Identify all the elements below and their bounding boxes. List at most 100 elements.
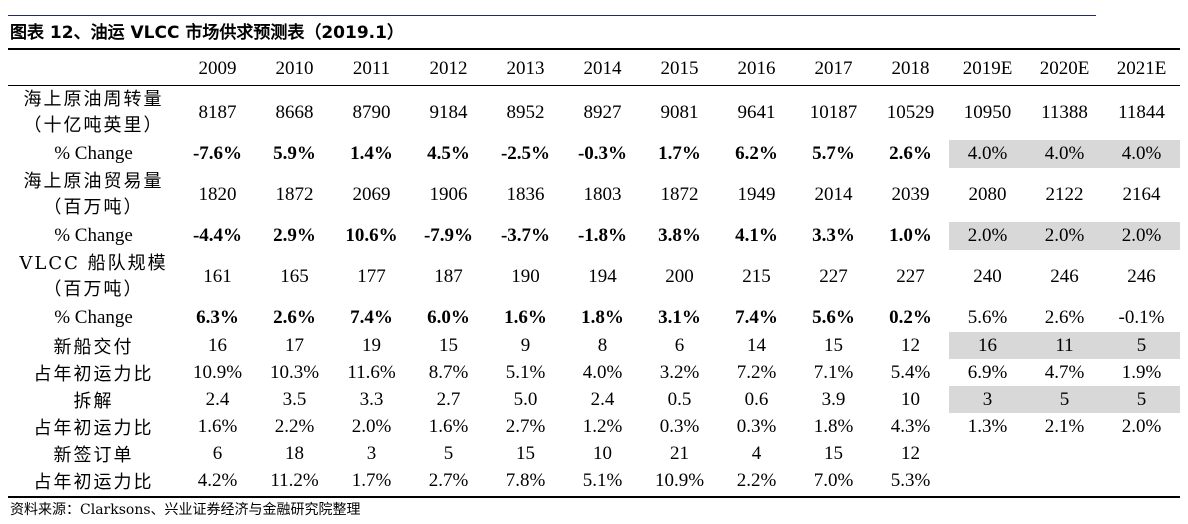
table-row: VLCC 船队规模 （百万吨） 161 165 177 187 190 194 2…	[8, 250, 1180, 304]
table-cell: 9081	[660, 102, 699, 123]
table-cell: 5.6%	[812, 307, 855, 328]
table-cell: 2.6%	[273, 307, 316, 328]
row-label: 占年初运力比	[33, 471, 154, 493]
year-header: 2016	[737, 58, 776, 79]
table-row: 新签订单 6 18 3 5 15 10 21 4 15 12	[8, 440, 1180, 467]
table-cell: 2.7	[436, 388, 461, 410]
table-cell: 215	[742, 266, 771, 287]
table-cell: 1.6%	[428, 415, 469, 437]
table-cell: 19	[362, 334, 381, 356]
table-cell	[1026, 440, 1103, 467]
table-cell: 11.6%	[347, 361, 396, 383]
table-cell: 2.2%	[274, 415, 315, 437]
table-row: 海上原油贸易量 （百万吨） 1820 1872 2069 1906 1836 18…	[8, 168, 1180, 222]
table-cell: 6	[212, 442, 223, 464]
table-cell: 7.1%	[813, 361, 854, 383]
table-cell: 3.3	[359, 388, 384, 410]
table-cell: 2.0%	[1121, 415, 1162, 437]
table-cell: 177	[357, 266, 386, 287]
table-cell: 8.7%	[428, 361, 469, 383]
year-header: 2012	[429, 58, 468, 79]
table-cell: 7.8%	[505, 469, 546, 491]
row-label-line1: 海上原油贸易量	[23, 171, 164, 192]
table-cell: 1.7%	[658, 143, 701, 164]
year-header: 2010	[275, 58, 314, 79]
table-cell: 2.4	[205, 388, 230, 410]
table-cell: 161	[203, 266, 232, 287]
table-cell: 6.3%	[196, 307, 239, 328]
row-label-line2: （百万吨）	[43, 279, 144, 300]
top-rule	[8, 15, 1096, 16]
table-cell: 5	[1103, 386, 1180, 413]
table-cell: 4.0%	[949, 140, 1026, 168]
table-cell: 11.2%	[270, 469, 319, 491]
table-cell: 2.0%	[1103, 222, 1180, 250]
bottom-rule	[8, 496, 1180, 498]
table-cell: 8	[597, 334, 608, 356]
table-cell: 246	[1127, 266, 1156, 287]
table-cell: 3.1%	[658, 307, 701, 328]
table-cell: 2164	[1122, 184, 1161, 205]
table-cell: 12	[901, 334, 920, 356]
row-label-line2: （百万吨）	[43, 197, 144, 218]
table-cell: 240	[973, 266, 1002, 287]
row-label: % Change	[54, 225, 133, 246]
table-cell: 1.4%	[350, 143, 393, 164]
table-row: 新船交付 16 17 19 15 9 8 6 14 15 12 16 11 5	[8, 332, 1180, 359]
table-cell: 2.0%	[351, 415, 392, 437]
table-row: % Change -4.4% 2.9% 10.6% -7.9% -3.7% -1…	[8, 222, 1180, 250]
table-cell: 3.5	[282, 388, 307, 410]
table-cell: 15	[439, 334, 458, 356]
header-corner	[8, 53, 179, 86]
row-label-line2: （十亿吨英里）	[23, 115, 164, 136]
table-cell: 2039	[891, 184, 930, 205]
table-cell: 3.3%	[812, 225, 855, 246]
table-cell: 8952	[506, 102, 545, 123]
year-header: 2013	[506, 58, 545, 79]
year-header: 2015	[660, 58, 699, 79]
table-cell: 17	[285, 334, 304, 356]
table-cell: 5.7%	[812, 143, 855, 164]
table-cell: 1.3%	[967, 415, 1008, 437]
table-cell: 6.2%	[735, 143, 778, 164]
table-row: 占年初运力比 10.9% 10.3% 11.6% 8.7% 5.1% 4.0% …	[8, 359, 1180, 386]
table-cell: 0.5	[667, 388, 692, 410]
table-cell: -1.8%	[577, 225, 628, 246]
table-cell: 4.5%	[427, 143, 470, 164]
table-cell: 2.1%	[1044, 415, 1085, 437]
table-cell: 1.6%	[504, 307, 547, 328]
table-cell: 11388	[1041, 102, 1088, 123]
table-cell: 4.3%	[890, 415, 931, 437]
table-cell: 7.4%	[350, 307, 393, 328]
row-label: % Change	[54, 143, 133, 164]
title-rule	[8, 48, 1180, 50]
row-label: 新签订单	[53, 444, 134, 466]
table-cell: 18	[285, 442, 304, 464]
table-row: 拆解 2.4 3.5 3.3 2.7 5.0 2.4 0.5 0.6 3.9 1…	[8, 386, 1180, 413]
row-label: 海上原油贸易量 （百万吨）	[8, 168, 179, 222]
row-label: 新船交付	[53, 336, 134, 358]
table-cell: 0.3%	[736, 415, 777, 437]
table-cell: 10950	[963, 102, 1012, 123]
year-header: 2019E	[962, 58, 1013, 79]
table-row: 占年初运力比 1.6% 2.2% 2.0% 1.6% 2.7% 1.2% 0.3…	[8, 413, 1180, 440]
figure-title: 图表 12、油运 VLCC 市场供求预测表（2019.1）	[10, 23, 404, 43]
row-label: 拆解	[73, 390, 114, 412]
table-cell: 1872	[660, 184, 699, 205]
year-header: 2009	[198, 58, 237, 79]
table-cell: -2.5%	[500, 143, 551, 164]
table-cell: 1803	[583, 184, 622, 205]
year-header: 2020E	[1039, 58, 1090, 79]
year-header: 2014	[583, 58, 622, 79]
table-cell: 11	[1026, 332, 1103, 359]
table-cell: 5	[443, 442, 454, 464]
table-cell: 10	[901, 388, 920, 410]
row-label: 海上原油周转量 （十亿吨英里）	[8, 86, 179, 141]
table-cell: -0.3%	[577, 143, 628, 164]
table-cell: 5.1%	[582, 469, 623, 491]
table-cell: 8927	[583, 102, 622, 123]
header-row: 2009 2010 2011 2012 2013 2014 2015 2016 …	[8, 53, 1180, 86]
table-cell: 2.7%	[428, 469, 469, 491]
table-cell: 1.2%	[582, 415, 623, 437]
table-cell	[949, 440, 1026, 467]
